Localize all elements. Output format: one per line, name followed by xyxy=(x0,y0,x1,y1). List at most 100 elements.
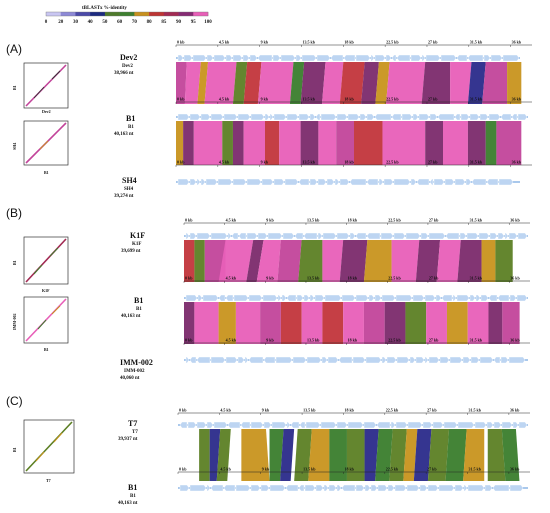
genome-length-b1-a: 40,163 nt xyxy=(114,132,134,137)
gene-arrow xyxy=(263,421,272,429)
ruler-tick-label: 18 kb xyxy=(344,408,354,413)
ruler-tick-label: 4.5 kb xyxy=(220,467,231,472)
ruler-tick-label: 27 kb xyxy=(428,160,438,165)
legend-colorbar xyxy=(45,11,209,17)
ruler-tick-label: 31.5 kb xyxy=(470,160,483,165)
gene-arrow xyxy=(488,113,501,121)
legend-swatch xyxy=(104,12,120,16)
ruler-tick-label: 36 kb xyxy=(510,218,520,223)
dotplot-c1-x-label: T7 xyxy=(46,478,51,483)
gene-arrow xyxy=(213,54,226,62)
gene-arrow xyxy=(365,356,382,364)
ruler-tick-label: 36 kb xyxy=(512,40,522,45)
synteny-band xyxy=(386,62,426,104)
synteny-band xyxy=(467,62,486,104)
gene-arrow xyxy=(469,113,480,121)
legend-title: tBLASTx %-identity xyxy=(82,6,127,11)
gene-arrow xyxy=(508,232,518,240)
gene-arrow xyxy=(294,232,304,240)
gene-arrow xyxy=(225,294,234,302)
synteny-band xyxy=(183,121,194,165)
gene-arrow xyxy=(370,484,378,492)
synteny-band xyxy=(232,62,248,104)
synteny-band xyxy=(204,62,237,104)
ruler-tick-label: 18 kb xyxy=(348,338,358,343)
gene-arrow xyxy=(465,178,472,186)
gene-arrow xyxy=(286,113,299,121)
gene-arrow xyxy=(196,356,211,364)
gene-arrow xyxy=(197,294,203,302)
gene-arrow xyxy=(504,232,509,240)
genome-label-b1-b: B1 xyxy=(134,296,143,305)
ruler-tick-label: 31.5 kb xyxy=(470,218,483,223)
genome-sub-b1-c: B1 xyxy=(130,494,136,499)
gene-arrow xyxy=(295,54,302,62)
legend-tick-label: 30 xyxy=(73,20,79,25)
gene-arrow xyxy=(320,421,337,429)
dotplot-a1-y-label: B1 xyxy=(12,85,17,90)
gene-arrow xyxy=(223,484,236,492)
gene-arrow xyxy=(217,178,233,186)
legend-tick-label: 0 xyxy=(45,20,48,25)
ruler-tick-label: 31.5 kb xyxy=(470,40,483,45)
panel-b-synteny-map: 0 kb 4.5 kb 9 kb 13.5 kb 18 kb 22.5 kb 27 kb 31… xyxy=(183,218,530,364)
synteny-band xyxy=(457,240,482,282)
ruler-tick-label: 18 kb xyxy=(344,40,354,45)
gene-arrow xyxy=(385,54,392,62)
ruler-tick-label: 36 kb xyxy=(510,467,520,472)
synteny-band xyxy=(322,302,344,344)
gene-arrow xyxy=(445,232,460,240)
gene-arrow xyxy=(471,178,487,186)
synteny-band xyxy=(502,302,520,344)
gene-arrow xyxy=(223,113,238,121)
gene-arrow xyxy=(493,356,501,364)
genome-label-dev2: Dev2 xyxy=(120,53,137,62)
synteny-band xyxy=(184,62,201,104)
ruler-tick-label: 27 kb xyxy=(429,338,439,343)
synteny-band xyxy=(346,429,365,481)
gene-arrow xyxy=(196,178,201,186)
genome-sub-dev2: Dev2 xyxy=(122,64,133,69)
ruler-tick-label: 9 kb xyxy=(266,276,274,281)
synteny-band xyxy=(222,121,233,165)
ruler-tick-label: 36 kb xyxy=(510,408,520,413)
gene-arrow xyxy=(452,294,457,302)
gene-arrow xyxy=(454,178,466,186)
gene-arrow xyxy=(378,178,384,186)
gene-arrow xyxy=(248,294,263,302)
gene-arrow xyxy=(218,294,226,302)
gene-arrow xyxy=(364,484,371,492)
synteny-band xyxy=(218,240,254,282)
gene-arrow xyxy=(433,178,445,186)
gene-arrow xyxy=(339,178,350,186)
gene-arrow xyxy=(412,113,419,121)
synteny-band xyxy=(375,429,393,481)
panel-a-dotplot-2: SH4 B1 xyxy=(12,120,69,175)
gene-arrow xyxy=(263,356,276,364)
synteny-band xyxy=(403,429,418,481)
synteny-band xyxy=(450,62,472,104)
gene-arrow xyxy=(298,484,305,492)
gene-arrow xyxy=(309,113,316,121)
ruler-tick-label: 9 kb xyxy=(261,160,269,165)
ruler-tick-label: 13.5 kb xyxy=(307,338,320,343)
gene-arrow xyxy=(517,232,528,240)
synteny-band xyxy=(289,62,305,104)
gene-arrow xyxy=(210,484,224,492)
panel-a-dotplot-1: B1 Dev2 xyxy=(12,62,69,114)
synteny-band xyxy=(426,302,447,344)
gene-arrow xyxy=(439,356,450,364)
gene-arrow xyxy=(225,54,233,62)
legend-swatch xyxy=(119,12,135,16)
ruler-tick-label: 4.5 kb xyxy=(219,40,230,45)
synteny-band xyxy=(269,429,284,481)
synteny-band xyxy=(300,121,319,165)
gene-arrow xyxy=(322,232,337,240)
synteny-band xyxy=(443,121,468,165)
synteny-band xyxy=(336,121,354,165)
synteny-band xyxy=(301,302,323,344)
gene-arrow xyxy=(271,421,287,429)
gene-arrow xyxy=(391,54,397,62)
gene-arrow xyxy=(301,54,317,62)
panel-c-synteny-map: 0 kb 4.5 kb 9 kb 13.5 kb 18 kb 22.5 kb 27 kb 31… xyxy=(177,408,530,492)
